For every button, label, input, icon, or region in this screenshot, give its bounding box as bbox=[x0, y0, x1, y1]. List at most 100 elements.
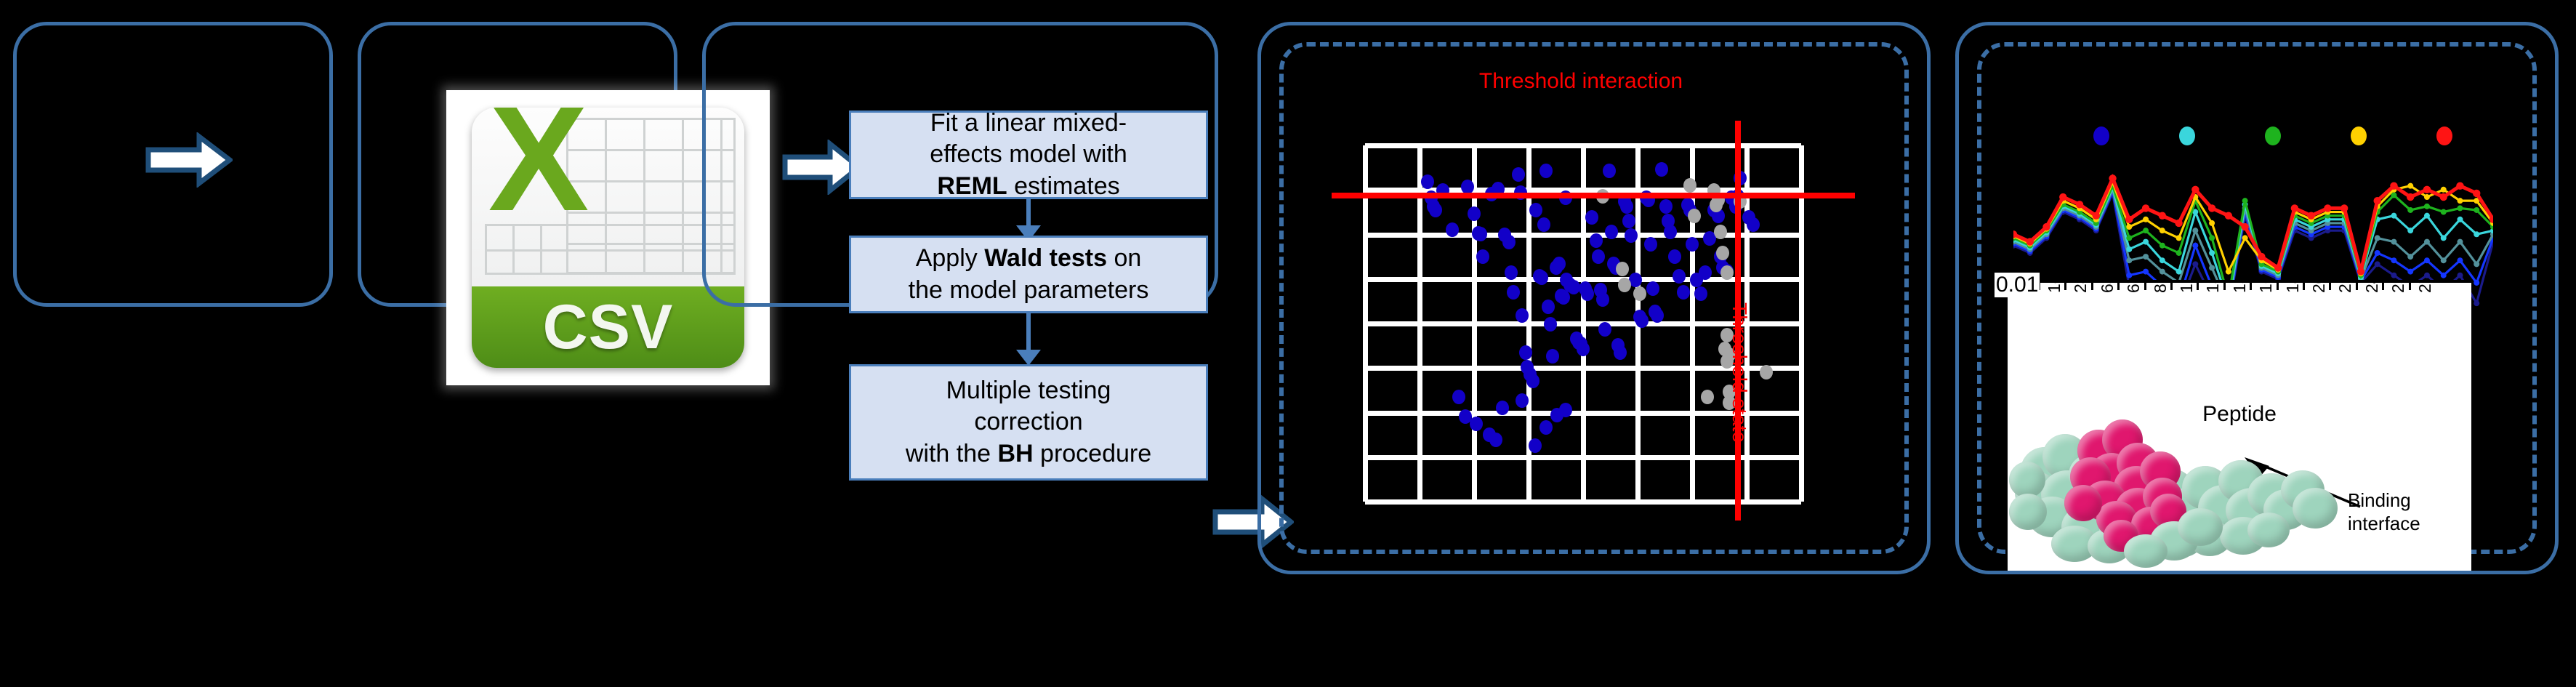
peptide-series-marker bbox=[2125, 215, 2133, 223]
peptide-series-marker bbox=[2242, 235, 2248, 241]
peptide-series-marker bbox=[2439, 193, 2447, 201]
peptide-series-marker bbox=[2192, 228, 2199, 234]
peptide-series-marker bbox=[2391, 257, 2397, 264]
peptide-series-marker bbox=[2141, 204, 2150, 212]
step-bh-text: Multiple testing correction with the BH pr… bbox=[905, 376, 1152, 467]
peptide-series-marker bbox=[2209, 265, 2215, 271]
connector-wald-bh bbox=[1026, 313, 1031, 351]
binding-interface-label: Binding interface bbox=[2348, 489, 2420, 535]
step-wald-box[interactable]: Apply Wald tests on the model parameters bbox=[849, 236, 1208, 313]
input-panel bbox=[13, 22, 333, 307]
peptide-tick-label: 241-257 bbox=[2362, 280, 2382, 293]
scatter-point bbox=[1535, 270, 1548, 286]
peptide-series-marker bbox=[2440, 209, 2447, 215]
peptide-series-marker bbox=[2474, 300, 2480, 307]
peptide-series-marker bbox=[2391, 192, 2397, 198]
step-model-box[interactable]: Fit a linear mixed-effects model with REM… bbox=[849, 109, 1208, 200]
peptide-series-marker bbox=[2374, 249, 2380, 256]
legend-dot-cyan bbox=[2179, 126, 2195, 145]
peptide-series-marker bbox=[2192, 209, 2199, 215]
peptide-series-marker bbox=[2423, 272, 2430, 278]
protein-surface-blob bbox=[2009, 462, 2045, 498]
scatter-point bbox=[1720, 354, 1734, 369]
peptide-tick-label: 218-237 bbox=[2335, 280, 2355, 293]
scatter-gridline-v bbox=[1417, 145, 1422, 502]
scatter-point bbox=[1635, 313, 1649, 329]
scatter-point bbox=[1512, 167, 1526, 182]
peptide-axis-tick bbox=[2382, 280, 2385, 290]
scatter-point bbox=[1603, 164, 1616, 179]
scatter-point bbox=[1470, 417, 1483, 432]
scatter-point bbox=[1585, 210, 1598, 225]
peptide-series-marker bbox=[2457, 272, 2463, 278]
csv-grid-main bbox=[566, 118, 736, 274]
peptide-axis-tick bbox=[2064, 280, 2067, 290]
scatter-point bbox=[1701, 390, 1714, 405]
peptide-series-marker bbox=[2159, 242, 2165, 249]
peptide-series-marker bbox=[2158, 212, 2167, 220]
scatter-point bbox=[1720, 265, 1734, 280]
step-bh-box[interactable]: Multiple testing correction with the BH pr… bbox=[849, 364, 1208, 481]
scatter-point bbox=[1618, 278, 1631, 293]
peptide-series-marker bbox=[2042, 222, 2050, 231]
peptide-series-marker bbox=[2324, 204, 2332, 212]
peptide-series-marker bbox=[2192, 242, 2199, 249]
scatter-point bbox=[1505, 265, 1518, 280]
scatter-point bbox=[1596, 292, 1609, 307]
scatter-panel-dashed bbox=[1279, 42, 1909, 554]
scatter-point bbox=[1559, 402, 1572, 417]
peptide-tick-label: 167-180 bbox=[2256, 280, 2276, 293]
peptide-series-marker bbox=[2456, 182, 2464, 190]
peptide-series-marker bbox=[2175, 235, 2182, 241]
peptide-series-marker bbox=[2423, 203, 2430, 209]
binding-interface-line: interface bbox=[2348, 512, 2420, 534]
scatter-point bbox=[1625, 228, 1638, 243]
peptide-tick-label: 200-214 bbox=[2309, 280, 2329, 293]
peptide-series-marker bbox=[2159, 228, 2165, 234]
scatter-panel bbox=[1257, 22, 1931, 574]
peptide-series-marker bbox=[2474, 206, 2480, 213]
peptide-series-marker bbox=[2126, 272, 2133, 278]
csv-format-label: CSV bbox=[542, 292, 674, 362]
peptide-tick-label: 184-199 bbox=[2283, 280, 2303, 293]
peptide-series-marker bbox=[2224, 212, 2233, 220]
scatter-point bbox=[1461, 180, 1474, 195]
scatter-point bbox=[1716, 246, 1729, 260]
peptide-series-marker bbox=[2440, 272, 2447, 278]
peptide-series-marker bbox=[2109, 174, 2117, 182]
scatter-point bbox=[1516, 308, 1529, 323]
peptide-series-marker bbox=[2407, 228, 2414, 234]
peptide-series-marker bbox=[2126, 224, 2133, 230]
scatter-point bbox=[1476, 249, 1489, 264]
scatter-point bbox=[1581, 286, 1594, 302]
peptide-series-marker bbox=[2407, 206, 2414, 213]
peptide-series-marker bbox=[2474, 198, 2480, 204]
scatter-point bbox=[1420, 174, 1434, 189]
scatter-point bbox=[1622, 213, 1635, 228]
peptide-series-marker bbox=[2457, 238, 2463, 245]
peptide-series-marker bbox=[2075, 201, 2084, 209]
peptide-series-marker bbox=[2474, 279, 2480, 286]
peptide-series-marker bbox=[2225, 268, 2231, 275]
scatter-plot: Threshold state bbox=[1332, 121, 1855, 521]
protein-structure-image bbox=[2008, 418, 2471, 571]
peptide-series-marker bbox=[2474, 231, 2480, 238]
scatter-point bbox=[1526, 374, 1539, 389]
peptide-tick-label: 135-144 bbox=[2203, 280, 2223, 293]
peptide-series-marker bbox=[2391, 238, 2397, 245]
threshold-state-line bbox=[1735, 121, 1741, 521]
scatter-point bbox=[1468, 206, 1481, 222]
peptide-axis-tick bbox=[2329, 280, 2332, 290]
peptide-axis-tick bbox=[2408, 280, 2411, 290]
scatter-point bbox=[1507, 284, 1520, 300]
peptide-series-marker bbox=[2307, 212, 2315, 220]
scatter-gridline-v bbox=[1799, 145, 1804, 502]
scatter-point bbox=[1714, 224, 1727, 239]
scatter-point bbox=[1644, 236, 1657, 252]
csv-file-icon: X CSV bbox=[446, 90, 770, 385]
csv-format-band: CSV bbox=[472, 286, 744, 368]
peptide-axis-tick bbox=[2090, 280, 2093, 290]
connector-wald-bh-head bbox=[1016, 350, 1041, 366]
scatter-point bbox=[1537, 217, 1550, 232]
peptide-tick-label: 158-166 bbox=[2230, 280, 2250, 293]
